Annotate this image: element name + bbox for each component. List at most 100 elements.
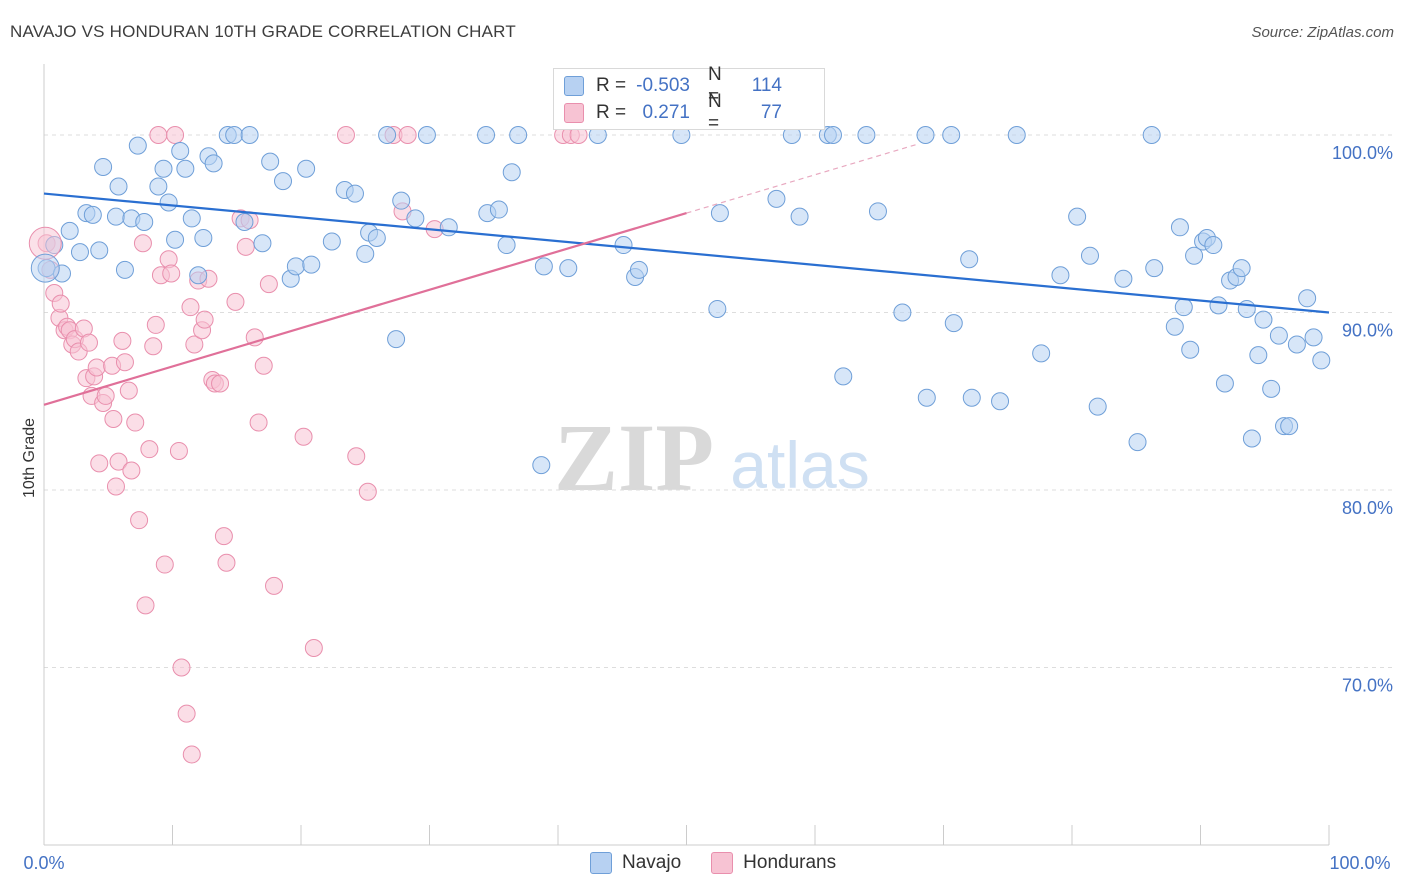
honduran-point xyxy=(140,440,159,459)
navajo-point xyxy=(1170,218,1189,237)
navajo-point xyxy=(109,177,128,196)
navajo-point xyxy=(286,257,305,276)
navajo-point xyxy=(1249,346,1268,365)
navajo-point xyxy=(356,244,375,263)
navajo-point xyxy=(204,154,223,173)
n-label: N = xyxy=(708,64,722,107)
navajo-point xyxy=(834,367,853,386)
navajo-point xyxy=(1128,433,1147,452)
honduran-point xyxy=(122,461,141,480)
navajo-point xyxy=(392,191,411,210)
honduran-point xyxy=(265,576,284,595)
honduran-point xyxy=(185,335,204,354)
navajo-point xyxy=(917,388,936,407)
navajo-point xyxy=(614,236,633,255)
honduran-point xyxy=(119,381,138,400)
honduran-point xyxy=(109,452,128,471)
navajo-point xyxy=(225,126,244,144)
y-tick-label: 70.0% xyxy=(1342,676,1393,696)
n-value: 77 xyxy=(760,102,782,123)
series-legend: Navajo Hondurans xyxy=(590,852,866,874)
navajo-point xyxy=(1080,246,1099,265)
x-tick-label: 100.0% xyxy=(1329,853,1390,873)
source-label: Source: ZipAtlas.com xyxy=(1251,24,1394,41)
navajo-point xyxy=(1165,317,1184,336)
navajo-point xyxy=(1262,379,1281,398)
honduran-point xyxy=(172,658,191,677)
navajo-point xyxy=(502,163,521,182)
navajo-point xyxy=(960,250,979,269)
navajo-point xyxy=(261,152,280,171)
honduran-point xyxy=(259,275,278,294)
navajo-point xyxy=(489,200,508,219)
navajo-point xyxy=(1114,269,1133,288)
honduran-swatch xyxy=(564,103,584,123)
navajo-point xyxy=(106,207,125,226)
navajo-point xyxy=(1181,340,1200,359)
navajo-point xyxy=(559,259,578,278)
navajo-point xyxy=(767,189,786,208)
legend-label-navajo: Navajo xyxy=(622,852,682,873)
navajo-point xyxy=(302,255,321,274)
navajo-point xyxy=(83,205,102,224)
honduran-trend-line xyxy=(43,212,687,406)
navajo-point xyxy=(1174,298,1193,317)
y-axis-label: 10th Grade xyxy=(21,418,38,498)
navajo-point xyxy=(629,260,648,279)
navajo-point xyxy=(509,126,528,144)
navajo-point xyxy=(322,232,341,251)
navajo-point xyxy=(944,314,963,333)
honduran-point xyxy=(136,596,155,615)
honduran-point xyxy=(177,704,196,723)
navajo-point xyxy=(253,234,272,253)
honduran-point xyxy=(144,337,163,356)
legend-item-hondurans[interactable]: Hondurans xyxy=(711,852,836,874)
navajo-point xyxy=(497,236,516,255)
navajo-point xyxy=(1269,326,1288,345)
legend-row-navajo: R = -0.503 N = 114 xyxy=(564,64,782,107)
navajo-point xyxy=(378,126,397,144)
navajo-point xyxy=(1209,296,1228,315)
legend-row-hondurans: R = 0.271 N = 77 xyxy=(564,91,782,134)
chart-title: NAVAJO VS HONDURAN 10TH GRADE CORRELATIO… xyxy=(10,22,516,41)
navajo-point xyxy=(235,212,254,231)
navajo-point xyxy=(710,204,729,223)
honduran-point xyxy=(166,126,185,144)
honduran-point xyxy=(96,386,115,405)
navajo-point xyxy=(1068,207,1087,226)
navajo-point xyxy=(115,260,134,279)
navajo-point xyxy=(823,126,842,144)
honduran-point xyxy=(104,410,123,428)
honduran-point xyxy=(217,553,236,572)
navajo-point xyxy=(128,136,147,155)
navajo-point xyxy=(154,159,173,178)
navajo-point xyxy=(90,241,109,260)
navajo-point xyxy=(166,230,185,249)
navajo-point xyxy=(176,159,195,178)
navajo-point xyxy=(149,177,168,196)
navajo-swatch xyxy=(564,76,584,96)
honduran-point xyxy=(249,413,268,432)
navajo-point xyxy=(1254,310,1273,329)
honduran-trend-extension xyxy=(686,143,918,214)
navajo-point xyxy=(60,221,79,240)
navajo-point xyxy=(406,209,425,228)
navajo-point xyxy=(70,243,89,262)
legend-item-navajo[interactable]: Navajo xyxy=(590,852,681,874)
navajo-point xyxy=(1185,246,1204,265)
r-value: -0.503 xyxy=(636,75,690,96)
navajo-point xyxy=(1088,397,1107,416)
honduran-point xyxy=(214,527,233,546)
navajo-point xyxy=(30,253,60,283)
honduran-point xyxy=(195,310,214,329)
honduran-point xyxy=(115,353,134,372)
honduran-point xyxy=(149,126,168,144)
navajo-point xyxy=(1051,266,1070,285)
navajo-point xyxy=(1304,328,1323,347)
honduran-point xyxy=(304,638,323,657)
navajo-point xyxy=(991,392,1010,411)
honduran-point xyxy=(79,333,98,352)
navajo-point xyxy=(1007,126,1026,144)
n-value: 114 xyxy=(751,75,782,96)
